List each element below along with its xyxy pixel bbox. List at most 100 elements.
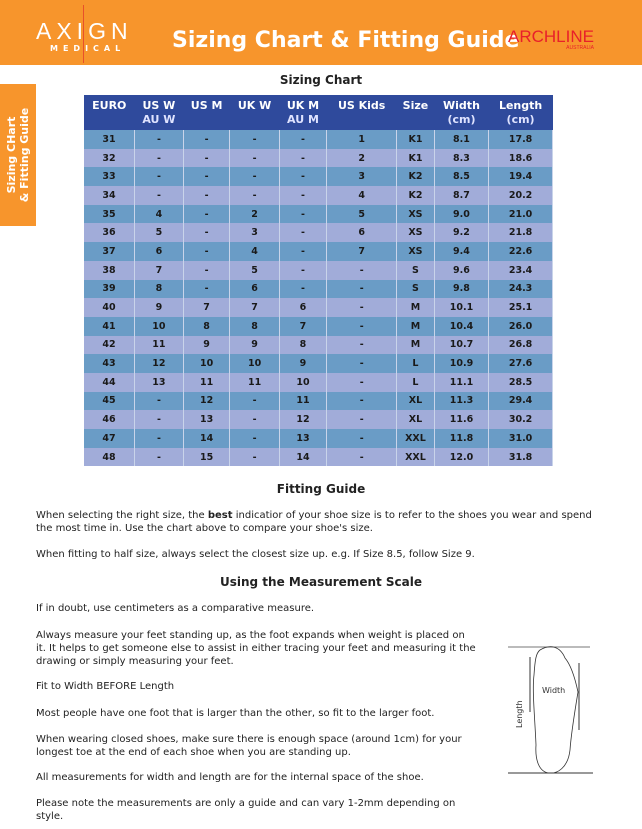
table-cell: 13 bbox=[183, 410, 231, 429]
table-row: 34- - - -4 K2 8.7 20.2 bbox=[84, 186, 553, 205]
table-cell: - bbox=[326, 429, 398, 448]
column-header: US W AU W bbox=[134, 95, 184, 130]
table-cell: 24.3 bbox=[488, 279, 553, 299]
table-cell: XL bbox=[396, 391, 435, 411]
table-row: 41 10 8 8 7- M 10.4 26.0 bbox=[84, 316, 553, 336]
table-cell: 10 bbox=[279, 372, 328, 392]
column-header: UK W bbox=[229, 95, 280, 130]
table-cell: 33 bbox=[84, 167, 136, 187]
table-cell: - bbox=[229, 447, 280, 467]
measure-p6: Please note the measurements are only a … bbox=[36, 798, 456, 822]
table-cell: XL bbox=[396, 410, 435, 429]
table-cell: 11 bbox=[183, 372, 231, 392]
table-cell: 4 bbox=[326, 186, 398, 205]
table-row: 44 13 11 11 10- L 11.1 28.5 bbox=[84, 372, 553, 392]
table-cell: - bbox=[229, 130, 280, 149]
table-cell: - bbox=[279, 204, 328, 224]
table-cell: - bbox=[134, 447, 184, 467]
table-cell: 44 bbox=[84, 372, 136, 392]
table-cell: 4 bbox=[229, 242, 280, 261]
table-cell: 31.0 bbox=[488, 429, 553, 448]
table-cell: 38 bbox=[84, 260, 136, 280]
table-cell: 26.0 bbox=[488, 316, 553, 336]
measure-p0: If in doubt, use centimeters as a compar… bbox=[36, 603, 315, 614]
table-cell: 12.0 bbox=[434, 447, 490, 467]
table-cell: - bbox=[134, 429, 184, 448]
table-cell: S bbox=[396, 279, 435, 299]
table-cell: - bbox=[229, 148, 280, 168]
table-row: 38 7-5- - S 9.6 23.4 bbox=[84, 260, 553, 280]
table-cell: 14 bbox=[279, 447, 328, 467]
table-row: 45-12-11- XL 11.3 29.4 bbox=[84, 391, 553, 411]
table-cell: M bbox=[396, 298, 435, 317]
length-label: Length bbox=[515, 700, 524, 728]
table-cell: 14 bbox=[183, 429, 231, 448]
table-cell: 9.0 bbox=[434, 204, 490, 224]
column-header: UK M AU M bbox=[279, 95, 327, 130]
table-cell: 11.3 bbox=[434, 391, 490, 411]
table-cell: 10.9 bbox=[434, 354, 490, 373]
table-cell: 11 bbox=[134, 335, 184, 355]
table-row: 36 5-3-6 XS 9.2 21.8 bbox=[84, 223, 553, 243]
table-cell: L bbox=[396, 354, 435, 373]
table-cell: XS bbox=[396, 204, 435, 224]
table-cell: - bbox=[229, 391, 280, 411]
table-cell: - bbox=[279, 130, 328, 149]
table-cell: 17.8 bbox=[488, 130, 553, 149]
page-title: Sizing Chart & Fitting Guide bbox=[172, 28, 520, 53]
table-cell: M bbox=[396, 335, 435, 355]
brand-sub: MEDICAL bbox=[50, 44, 126, 53]
table-cell: - bbox=[134, 148, 184, 168]
table-cell: 9 bbox=[134, 298, 184, 317]
table-cell: 8.7 bbox=[434, 186, 490, 205]
table-cell: 10 bbox=[229, 354, 280, 373]
table-cell: 27.6 bbox=[488, 354, 553, 373]
table-cell: - bbox=[279, 186, 328, 205]
table-cell: - bbox=[229, 186, 280, 205]
header-banner: AXIGN MEDICAL Sizing Chart & Fitting Gui… bbox=[0, 0, 642, 65]
table-cell: 9 bbox=[229, 335, 280, 355]
table-cell: M bbox=[396, 316, 435, 336]
table-cell: 29.4 bbox=[488, 391, 553, 411]
table-cell: - bbox=[326, 447, 398, 467]
table-cell: - bbox=[134, 130, 184, 149]
table-cell: - bbox=[326, 260, 398, 280]
partner-name: ARCHLINE bbox=[508, 27, 594, 46]
table-cell: 6 bbox=[229, 279, 280, 299]
table-cell: - bbox=[279, 242, 328, 261]
sizing-table: EURO US W AU W US M UK W UK M AU M US Kids Size W… bbox=[84, 95, 553, 467]
table-cell: 1 bbox=[326, 130, 398, 149]
table-cell: 11 bbox=[279, 391, 328, 411]
table-cell: - bbox=[229, 167, 280, 187]
table-cell: 7 bbox=[326, 242, 398, 261]
table-cell: - bbox=[134, 186, 184, 205]
table-cell: 43 bbox=[84, 354, 136, 373]
width-label: Width bbox=[542, 686, 565, 695]
table-cell: 5 bbox=[229, 260, 280, 280]
measure-p4: When wearing closed shoes, make sure the… bbox=[36, 734, 462, 758]
table-cell: 22.6 bbox=[488, 242, 553, 261]
table-cell: - bbox=[279, 260, 328, 280]
table-cell: 3 bbox=[229, 223, 280, 243]
brand-name: AXIGN bbox=[36, 18, 133, 44]
table-cell: 48 bbox=[84, 447, 136, 467]
table-cell: - bbox=[134, 167, 184, 187]
table-cell: 31.8 bbox=[488, 447, 553, 467]
archline-logo: ARCHLINE AUSTRALIA bbox=[508, 27, 594, 51]
foot-outline bbox=[532, 646, 579, 774]
table-cell: 10.4 bbox=[434, 316, 490, 336]
axign-logo: AXIGN MEDICAL bbox=[36, 5, 133, 63]
table-cell: 8 bbox=[279, 335, 328, 355]
table-cell: K1 bbox=[396, 148, 435, 168]
table-row: 48-15-14- XXL 12.0 31.8 bbox=[84, 447, 553, 467]
column-header: Width (cm) bbox=[434, 95, 489, 130]
table-cell: - bbox=[183, 204, 231, 224]
table-cell: - bbox=[326, 316, 398, 336]
measurement-heading: Using the Measurement Scale bbox=[219, 575, 423, 589]
table-cell: - bbox=[229, 410, 280, 429]
table-cell: - bbox=[183, 242, 231, 261]
table-cell: 30.2 bbox=[488, 410, 553, 429]
table-row: 37 6-4-7 XS 9.4 22.6 bbox=[84, 242, 553, 261]
fitting-guide-heading: Fitting Guide bbox=[276, 482, 366, 496]
table-cell: 9.4 bbox=[434, 242, 490, 261]
